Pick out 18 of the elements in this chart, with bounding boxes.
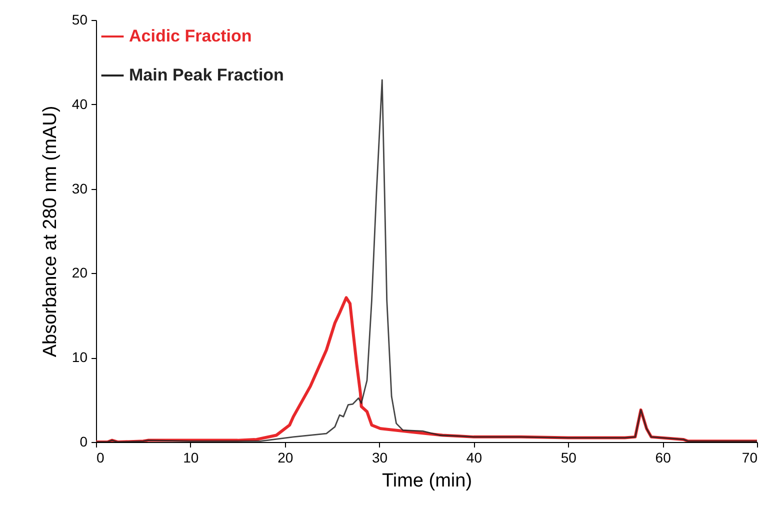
x-tick-label: 20: [278, 450, 294, 466]
x-tick-label: 50: [560, 450, 577, 466]
x-tick-label: 60: [655, 450, 672, 466]
x-tick-label: 30: [372, 450, 388, 466]
y-tick-label: 50: [72, 12, 88, 28]
y-axis-title: Absorbance at 280 nm (mAU): [40, 106, 61, 358]
y-tick-label: 30: [72, 180, 88, 196]
x-tick-label: 10: [183, 450, 199, 466]
y-tick-label: 40: [72, 96, 88, 112]
x-tick-label: 0: [96, 450, 104, 466]
x-axis-title: Time (min): [382, 470, 472, 492]
x-tick-label: 70: [742, 450, 758, 466]
y-tick-label: 10: [72, 349, 88, 366]
y-tick-label: 20: [72, 264, 88, 281]
y-tick-label: 0: [80, 434, 88, 450]
legend-label: Main Peak Fraction: [129, 66, 284, 84]
legend-label: Acidic Fraction: [129, 26, 252, 46]
x-tick-label: 40: [466, 450, 482, 466]
